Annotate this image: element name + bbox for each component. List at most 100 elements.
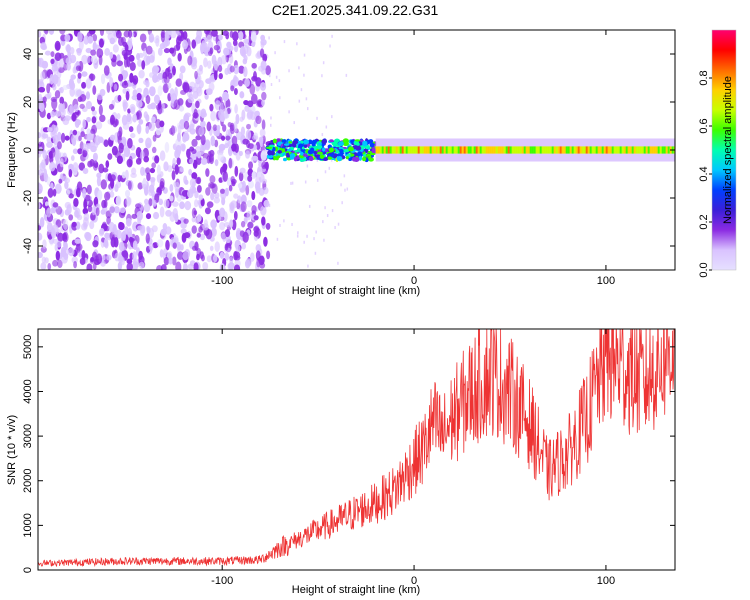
heatmap-cell bbox=[565, 146, 568, 154]
heatmap-cell bbox=[231, 180, 236, 187]
heatmap-cell bbox=[75, 187, 81, 198]
heatmap-cell bbox=[343, 174, 346, 178]
heatmap-cell bbox=[160, 228, 167, 236]
heatmap-cell bbox=[157, 47, 163, 56]
heatmap-cell bbox=[145, 233, 150, 244]
heatmap-cell bbox=[83, 35, 90, 45]
heatmap-cell bbox=[145, 167, 151, 175]
heatmap-cell bbox=[44, 257, 49, 264]
heatmap-cell bbox=[179, 65, 186, 74]
heatmap-cell bbox=[50, 58, 55, 65]
heatmap-cell bbox=[302, 153, 307, 157]
heatmap-cell bbox=[240, 220, 246, 228]
heatmap-cell bbox=[177, 124, 182, 135]
heatmap-cell bbox=[136, 124, 142, 133]
heatmap-cell bbox=[347, 146, 354, 152]
heatmap-cell bbox=[391, 146, 394, 154]
heatmap-cell bbox=[253, 215, 259, 221]
heatmap-cell bbox=[367, 155, 372, 161]
heatmap-cell bbox=[137, 59, 143, 67]
heatmap-cell bbox=[641, 146, 644, 154]
heatmap-cell bbox=[282, 157, 287, 162]
heatmap-cell bbox=[298, 143, 305, 148]
heatmap-cell bbox=[156, 164, 161, 176]
heatmap-cell bbox=[182, 39, 189, 50]
heatmap-cell bbox=[535, 146, 538, 154]
heatmap-cell bbox=[113, 83, 118, 91]
heatmap-cell bbox=[296, 147, 301, 151]
heatmap-cell bbox=[81, 81, 87, 89]
heatmap-cell bbox=[465, 146, 468, 154]
heatmap-cell bbox=[423, 146, 426, 154]
heatmap-cell bbox=[157, 85, 163, 97]
heatmap-cell bbox=[342, 138, 349, 144]
heatmap-cell bbox=[97, 136, 104, 144]
spectrogram-ticks: -100 0 100 -40 -20 0 20 40 bbox=[22, 30, 675, 287]
colorbar-tick-label: 0.2 bbox=[698, 214, 710, 229]
heatmap-cell bbox=[224, 243, 229, 251]
heatmap-cell bbox=[176, 157, 181, 165]
heatmap-cell bbox=[519, 146, 522, 154]
heatmap-cell bbox=[303, 144, 308, 149]
heatmap-cell bbox=[314, 251, 317, 255]
heatmap-cell bbox=[146, 172, 151, 182]
heatmap-cell bbox=[145, 137, 152, 149]
heatmap-cell bbox=[130, 132, 136, 139]
heatmap-cell bbox=[107, 153, 113, 160]
heatmap-cell bbox=[79, 103, 85, 109]
heatmap-cell bbox=[268, 203, 271, 207]
heatmap-cell bbox=[62, 84, 69, 91]
heatmap-cell bbox=[151, 146, 157, 154]
heatmap-cell bbox=[243, 216, 248, 223]
heatmap-cell bbox=[144, 198, 149, 205]
heatmap-cell bbox=[59, 52, 65, 59]
heatmap-cell bbox=[653, 146, 656, 154]
heatmap-cell bbox=[154, 155, 160, 164]
heatmap-cell bbox=[124, 44, 129, 52]
heatmap-cell bbox=[194, 241, 199, 252]
heatmap-cell bbox=[163, 161, 169, 172]
snr-ytick-label: 3000 bbox=[22, 424, 34, 448]
heatmap-cell bbox=[483, 146, 486, 154]
heatmap-cell bbox=[213, 44, 221, 51]
heatmap-cell bbox=[66, 62, 71, 71]
heatmap-cell bbox=[521, 146, 524, 154]
heatmap-cell bbox=[316, 151, 323, 155]
heatmap-cell bbox=[86, 55, 91, 64]
heatmap-cell bbox=[128, 236, 133, 243]
heatmap-cell bbox=[81, 71, 88, 77]
heatmap-cell bbox=[328, 166, 331, 170]
heatmap-cell bbox=[229, 45, 234, 52]
heatmap-cell bbox=[152, 199, 157, 206]
heatmap-cell bbox=[501, 146, 504, 154]
heatmap-cell bbox=[290, 181, 292, 185]
heatmap-cell bbox=[507, 146, 510, 154]
heatmap-cell bbox=[128, 54, 135, 62]
heatmap-cell bbox=[399, 146, 402, 154]
heatmap-cell bbox=[493, 146, 496, 154]
heatmap-cell bbox=[137, 182, 143, 190]
heatmap-cell bbox=[623, 146, 626, 154]
heatmap-cell bbox=[283, 143, 290, 146]
heatmap-cell bbox=[338, 146, 344, 150]
heatmap-cell bbox=[90, 49, 97, 56]
heatmap-cell bbox=[603, 146, 606, 154]
heatmap-cell bbox=[104, 191, 111, 201]
heatmap-cell bbox=[164, 141, 170, 153]
heatmap-cell bbox=[126, 258, 133, 264]
snr-ytick-label: 5000 bbox=[22, 335, 34, 359]
heatmap-cell bbox=[62, 219, 69, 231]
heatmap-cell bbox=[165, 209, 172, 217]
heatmap-cell bbox=[182, 134, 187, 143]
heatmap-cell bbox=[100, 179, 107, 190]
heatmap-cell bbox=[629, 146, 632, 154]
heatmap-cell bbox=[209, 245, 214, 252]
colorbar-tick-label: 0.8 bbox=[698, 70, 710, 85]
heatmap-cell bbox=[72, 129, 78, 136]
heatmap-cell bbox=[222, 30, 229, 36]
heatmap-cell bbox=[59, 158, 64, 168]
heatmap-cell bbox=[62, 117, 70, 126]
heatmap-cell bbox=[191, 148, 197, 155]
heatmap-cell bbox=[231, 143, 237, 152]
